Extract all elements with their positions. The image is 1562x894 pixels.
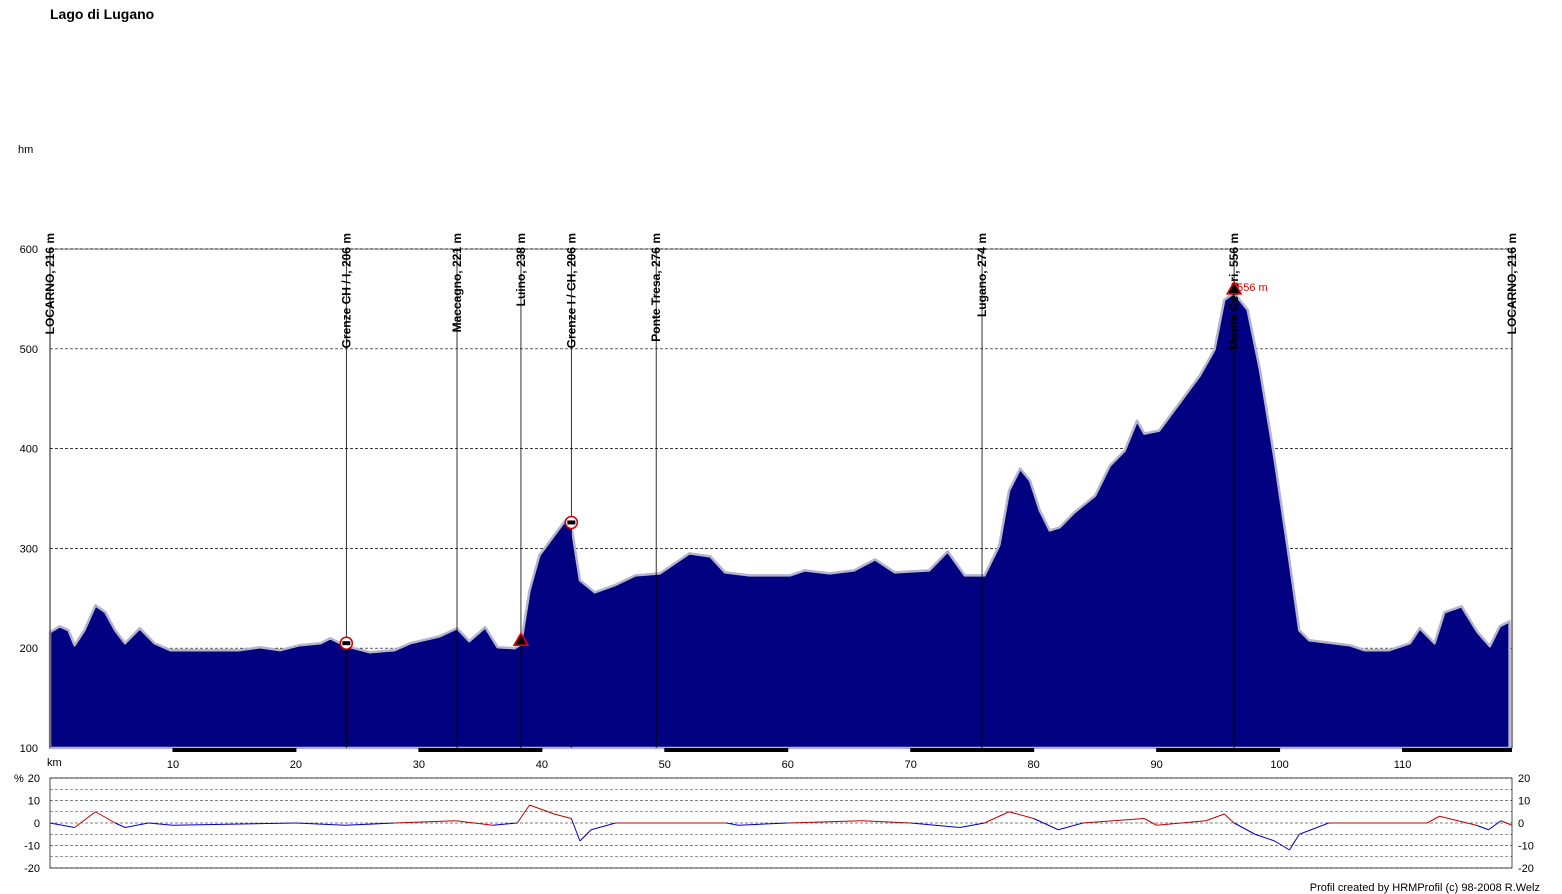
y-tick-label: -10 [24, 841, 40, 853]
y-tick-label: 200 [20, 643, 38, 655]
gradient-segment [787, 820, 862, 824]
gradient-segment [1144, 818, 1157, 826]
axis-bar [172, 748, 296, 752]
x-tick-label: 90 [1151, 759, 1163, 771]
x-tick-label: 20 [290, 759, 302, 771]
x-tick-label: 50 [659, 759, 671, 771]
station-label: Grenze I / CH, 206 m [564, 233, 578, 348]
peak-label: 556 m [1237, 282, 1268, 294]
gradient-segment [1289, 833, 1300, 851]
border-icon-bar [567, 520, 576, 525]
y-tick-label: 400 [20, 444, 38, 456]
station-label: Lugano, 274 m [975, 233, 989, 317]
gradient-segment [1008, 811, 1034, 819]
gradient-segment [984, 811, 1010, 824]
gradient-segment [1500, 820, 1513, 826]
y-tick-label: 500 [20, 344, 38, 356]
gradient-segment [861, 820, 911, 824]
y2-tick-label: -10 [1518, 841, 1534, 853]
station-label: LOCARNO, 216 m [43, 233, 57, 334]
gradient-unit: % [14, 773, 24, 785]
y-tick-label: 100 [20, 743, 38, 755]
gradient-segment [1299, 822, 1329, 835]
station-label: LOCARNO, 216 m [1505, 233, 1519, 334]
y-tick-label: 0 [34, 818, 40, 830]
y-tick-label: 10 [28, 796, 40, 808]
gradient-segment [910, 822, 960, 828]
y2-tick-label: 10 [1518, 796, 1530, 808]
y2-tick-label: 0 [1518, 818, 1524, 830]
footer: Profil created by HRMProfil (c) 98-2008 … [1310, 882, 1540, 894]
station-label: Luino, 238 m [514, 233, 528, 306]
gradient-segment [1254, 833, 1275, 842]
gradient-segment [492, 822, 518, 826]
axis-bar [1156, 748, 1280, 752]
gradient-segment [570, 818, 581, 842]
gradient-segment [148, 822, 174, 826]
summit-icon [1225, 280, 1243, 295]
y-tick-label: -20 [24, 863, 40, 875]
station-label: Grenze CH / I, 206 m [339, 233, 353, 348]
gradient-segment [1488, 820, 1502, 831]
gradient-segment [579, 829, 592, 842]
y2-tick-label: 20 [1518, 773, 1530, 785]
x-tick-label: 100 [1270, 759, 1288, 771]
x-tick-label: 70 [905, 759, 917, 771]
gradient-segment [590, 822, 616, 831]
x-tick-label: 30 [413, 759, 425, 771]
y-tick-label: 600 [20, 244, 38, 256]
axis-bar [418, 748, 542, 752]
gradient-segment [959, 822, 985, 828]
gradient-segment [295, 822, 346, 826]
gradient-segment [726, 822, 739, 826]
station-label: Ponte Tresa, 276 m [649, 233, 663, 342]
elevation-area [48, 291, 1511, 750]
y-unit: hm [18, 144, 33, 156]
gradient-segment [1223, 813, 1235, 824]
axis-bar [910, 748, 1034, 752]
gradient-segment [554, 813, 572, 819]
gradient-segment [1274, 840, 1290, 851]
gradient-segment [172, 822, 296, 826]
x-tick-label: 40 [536, 759, 548, 771]
gradient-segment [529, 804, 555, 815]
gradient-segment [1426, 815, 1440, 824]
gradient-segment [49, 822, 75, 828]
station-label: Maccagno, 221 m [450, 233, 464, 332]
gradient-segment [1233, 822, 1256, 835]
gradient-segment [345, 822, 395, 826]
y-tick-label: 20 [28, 773, 40, 785]
chart-title: Lago di Lugano [50, 6, 154, 22]
gradient-segment [516, 804, 530, 824]
gradient-segment [738, 822, 788, 826]
gradient-segment [1476, 824, 1489, 831]
gradient-segment [114, 822, 126, 828]
x-unit: km [47, 757, 62, 769]
x-tick-label: 80 [1028, 759, 1040, 771]
gradient-segment [74, 811, 96, 828]
gradient-segment [124, 822, 149, 828]
axis-bar [1402, 748, 1512, 752]
y-tick-label: 300 [20, 543, 38, 555]
border-icon-bar [342, 641, 351, 646]
gradient-segment [1156, 820, 1206, 826]
axis-bar [664, 748, 788, 752]
gradient-segment [1205, 813, 1225, 822]
gradient-segment [1439, 815, 1477, 826]
gradient-segment [394, 820, 456, 824]
x-tick-label: 110 [1394, 759, 1412, 771]
y2-tick-label: -20 [1518, 863, 1534, 875]
x-tick-label: 10 [167, 759, 179, 771]
gradient-segment [1082, 818, 1145, 824]
gradient-segment [1058, 822, 1084, 831]
gradient-segment [455, 820, 493, 826]
summit-icon [512, 631, 530, 646]
x-tick-label: 60 [782, 759, 794, 771]
gradient-segment [1033, 818, 1059, 831]
gradient-segment [95, 811, 116, 824]
